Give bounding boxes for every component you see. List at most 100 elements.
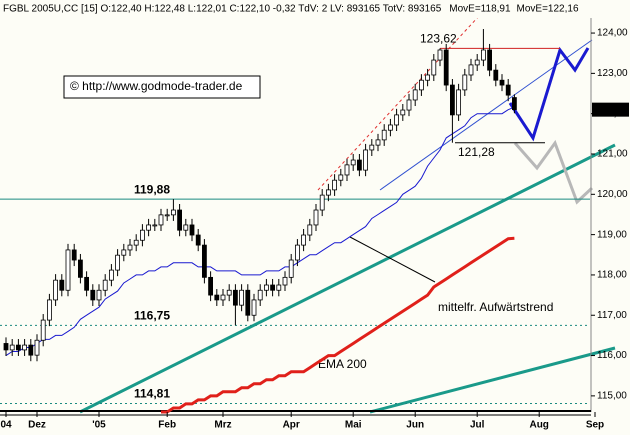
x-tick-label: '05 [92, 420, 106, 431]
x-tick-label: Dez [28, 420, 46, 431]
candle-body [425, 74, 431, 81]
y-tick-label: 118,00 [597, 270, 627, 281]
candle-body [363, 149, 369, 171]
level-label: 123,62 [420, 32, 457, 46]
candle-body [152, 224, 158, 227]
level-label: 114,81 [134, 387, 170, 401]
candle-body [177, 209, 183, 231]
annotation: EMA 200 [318, 357, 367, 371]
legend-entry: MovE=122,16 [517, 4, 579, 15]
last-price-label: 122,10 [595, 104, 626, 115]
chart-title: FGBL 2005U,CC [15] O:122,40 H:122,48 L:1… [3, 4, 442, 15]
candle-body [22, 344, 28, 351]
candle-body [338, 174, 344, 181]
candle-body [170, 209, 176, 216]
candle-body [232, 289, 238, 306]
candle-body [449, 84, 455, 116]
level-label: 116,75 [134, 308, 170, 322]
annotation: mittelfr. Aufwärtstrend [438, 300, 553, 314]
candle-body [301, 234, 307, 246]
candle-body [400, 109, 406, 116]
plot-layer: 123,62 121,28 119,88 116,75 114,81 [0, 29, 590, 414]
last-price-box [592, 102, 629, 117]
candle-body [15, 344, 21, 351]
candle-body [220, 294, 226, 301]
candle-body [139, 229, 145, 241]
candle-body [381, 129, 387, 141]
candle-body [276, 284, 282, 291]
candle-body [412, 89, 418, 101]
candle-body [480, 49, 486, 61]
level-label: 119,88 [134, 182, 170, 196]
x-tick-label: Mrz [214, 420, 231, 431]
header-bg [0, 0, 630, 18]
x-tick-label: Apr [283, 420, 300, 431]
candle-body [115, 254, 120, 271]
candle-body [294, 244, 300, 261]
candle-body [251, 299, 257, 316]
source-box [63, 75, 261, 99]
candle-body [34, 339, 40, 356]
candle-body [71, 249, 77, 261]
candle-body [96, 289, 102, 301]
candle-body [369, 144, 375, 151]
candle-body [270, 284, 276, 291]
candle-body [325, 189, 331, 196]
candle-body [226, 289, 232, 296]
candle-body [487, 49, 493, 71]
x-tick-label: Aug [529, 420, 548, 431]
x-tick-label: Jun [406, 420, 424, 431]
trend-channel [317, 1, 493, 191]
candle-body [512, 97, 517, 111]
candle-body [127, 244, 133, 251]
candle-body [189, 224, 195, 236]
candle-body [344, 164, 350, 176]
candle-body [121, 249, 127, 256]
candle-body [474, 59, 480, 66]
x-tick-label: Jul [470, 420, 485, 431]
y-tick-label: 124,00 [597, 28, 628, 39]
y-tick-label: 123,00 [597, 68, 628, 79]
x-tick-label: Feb [158, 420, 176, 431]
candle-body [158, 214, 164, 226]
candle-body [468, 64, 474, 76]
candle-body [183, 224, 189, 231]
moving-average [161, 236, 515, 414]
candle-body [263, 284, 269, 291]
candle-body [456, 89, 462, 116]
candle-body [505, 84, 511, 96]
annotation-pointer [349, 236, 436, 283]
candle-body [288, 259, 294, 278]
candle-body [59, 279, 65, 291]
candle-body [245, 289, 251, 316]
y-tick-label: 120,00 [597, 189, 628, 200]
moving-average [5, 106, 515, 357]
candle-body [47, 299, 52, 321]
trendline-parallel [369, 346, 616, 414]
candle-body [319, 194, 325, 211]
candle-body [146, 224, 152, 231]
candle-body [437, 49, 443, 61]
candle-body [499, 79, 505, 86]
candle-body [102, 279, 108, 291]
candle-body [208, 276, 214, 296]
y-tick-label: 115,00 [597, 391, 627, 402]
candle-body [164, 214, 170, 217]
candle-body [9, 344, 15, 351]
candle-body [332, 179, 338, 191]
y-tick-label: 117,00 [597, 310, 627, 321]
candle-body [282, 276, 288, 286]
candle-body [406, 99, 412, 111]
candle-body [493, 69, 499, 81]
candle-body [443, 49, 449, 86]
y-tick-label: 121,00 [597, 149, 628, 160]
candle-body [356, 159, 362, 171]
candle-body [133, 239, 139, 246]
projection-alt [513, 139, 594, 205]
candle-body [418, 79, 424, 91]
y-tick-label: 116,00 [597, 350, 627, 361]
projection [508, 46, 590, 142]
candle-body [375, 139, 381, 146]
candle-body [109, 269, 114, 281]
x-tick-label: 04 [0, 420, 12, 431]
